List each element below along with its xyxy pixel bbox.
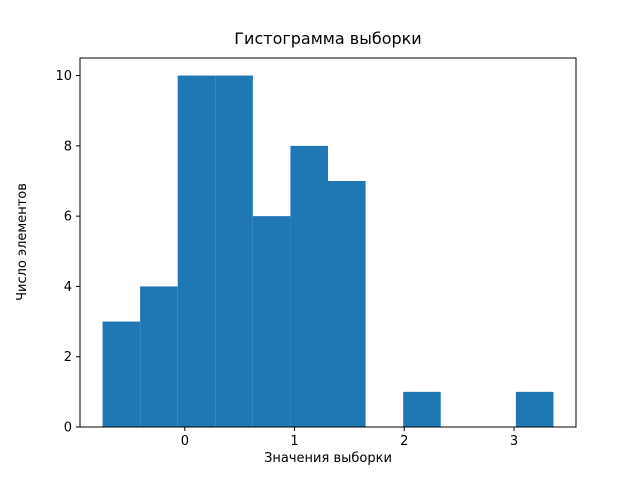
y-tick-label: 8	[64, 139, 72, 154]
y-tick-label: 0	[64, 421, 72, 436]
y-tick-label: 10	[55, 69, 72, 84]
histogram-bar	[515, 391, 554, 427]
x-tick-label: 1	[290, 434, 298, 449]
y-tick-label: 2	[64, 350, 72, 365]
x-tick-label: 3	[510, 434, 518, 449]
histogram-bar	[177, 75, 216, 427]
y-axis-label: Число элементов	[15, 183, 30, 301]
histogram-bar	[215, 75, 253, 427]
x-tick-label: 2	[400, 434, 408, 449]
histogram-bar	[290, 145, 328, 428]
y-tick-label: 4	[64, 280, 72, 295]
plot-border	[79, 57, 577, 428]
y-tick-label: 6	[64, 210, 72, 225]
chart-title: Гистограмма выборки	[234, 29, 421, 48]
histogram-bar	[252, 216, 291, 427]
histogram-bar	[140, 286, 178, 427]
histogram-bar	[403, 391, 441, 427]
histogram-bar	[102, 321, 141, 427]
x-axis-label: Значения выборки	[264, 451, 392, 466]
histogram-bar	[328, 181, 366, 427]
x-tick-label: 0	[181, 434, 189, 449]
